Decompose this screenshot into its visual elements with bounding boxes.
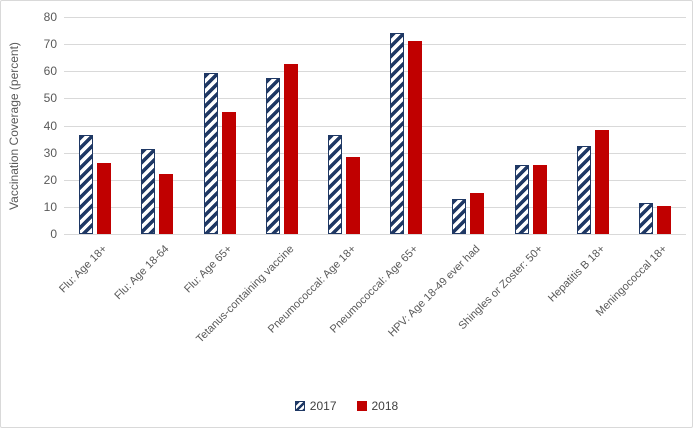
- gridline: [64, 17, 686, 18]
- plot-area: [64, 17, 686, 235]
- gridline: [64, 98, 686, 100]
- bar-2018: [408, 41, 423, 234]
- gridline: [64, 179, 686, 181]
- bar-group: [327, 135, 360, 234]
- bar-2018: [283, 64, 298, 234]
- bar-2017: [638, 202, 653, 234]
- legend-label: 2018: [371, 399, 399, 413]
- bar-2018: [221, 111, 236, 234]
- y-axis-title: Vaccination Coverage (percent): [4, 17, 24, 234]
- bar-group: [390, 33, 423, 234]
- bar-2017: [514, 164, 529, 234]
- legend-item-2017: 2017: [294, 399, 337, 413]
- legend-item-2018: 2018: [356, 399, 399, 413]
- bar-group: [141, 148, 174, 234]
- y-tick-label: 70: [43, 37, 57, 52]
- bar-2018: [594, 129, 609, 234]
- bar-group: [203, 72, 236, 234]
- bar-group: [638, 202, 671, 234]
- bar-2018: [470, 193, 485, 234]
- bar-2017: [576, 145, 591, 234]
- gridline: [64, 44, 686, 46]
- x-axis-line: [64, 234, 686, 235]
- y-tick-label: 20: [43, 172, 57, 187]
- bar-2017: [79, 135, 94, 234]
- bar-2017: [141, 148, 156, 234]
- bar-2017: [203, 72, 218, 234]
- gridline: [64, 152, 686, 154]
- y-tick-label: 10: [43, 199, 57, 214]
- bar-2018: [532, 164, 547, 234]
- legend-label: 2017: [309, 399, 337, 413]
- y-tick-label: 40: [43, 118, 57, 133]
- y-tick-label: 80: [43, 10, 57, 24]
- y-tick-label: 50: [43, 91, 57, 106]
- bar-2017: [327, 135, 342, 234]
- bar-group: [265, 64, 298, 234]
- bar-group: [79, 135, 112, 234]
- bar-2018: [97, 163, 112, 234]
- gridline: [64, 125, 686, 127]
- legend: 2017 2018: [1, 399, 692, 413]
- bar-2017: [390, 33, 405, 234]
- bar-2018: [656, 205, 671, 234]
- bar-2018: [345, 156, 360, 234]
- bar-2017: [452, 198, 467, 234]
- y-tick-label: 60: [43, 64, 57, 79]
- bar-group: [452, 193, 485, 234]
- y-tick-label: 0: [50, 227, 57, 241]
- bar-group: [514, 164, 547, 234]
- bar-2017: [265, 78, 280, 234]
- bar-2018: [159, 174, 174, 234]
- gridline: [64, 206, 686, 208]
- gridline: [64, 71, 686, 73]
- y-tick-label: 30: [43, 145, 57, 160]
- bar-group: [576, 129, 609, 234]
- legend-swatch-2018: [356, 401, 367, 411]
- y-axis-title-text: Vaccination Coverage (percent): [7, 41, 21, 210]
- y-axis-tick-labels: 80 70 60 50 40 30 20 10 0: [25, 10, 57, 241]
- legend-swatch-2017: [294, 401, 305, 411]
